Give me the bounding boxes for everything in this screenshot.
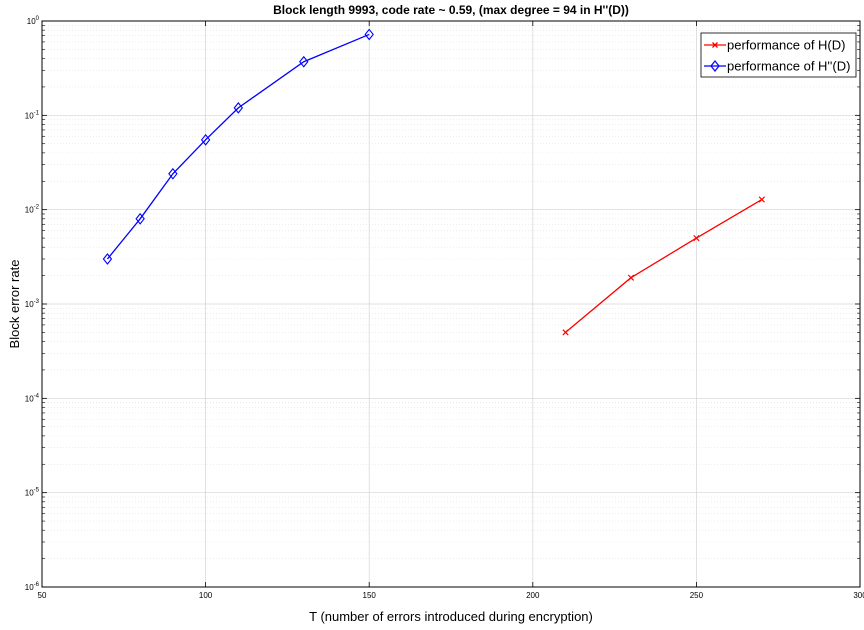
legend-label-h: performance of H(D) — [727, 38, 845, 53]
legend-marker-diamond — [710, 60, 720, 72]
legend-label-h2: performance of H''(D) — [727, 59, 850, 74]
y-axis-label: Block error rate — [7, 260, 22, 349]
legend-entry-h: performance of H(D) — [704, 38, 845, 53]
data-point-diamond — [200, 133, 211, 146]
data-point-diamond — [299, 55, 309, 68]
series-0 — [562, 196, 765, 336]
data-point-x — [562, 329, 569, 336]
y-tick-label: 10-6 — [25, 582, 40, 592]
series-1 — [102, 28, 374, 265]
y-tick-label: 10-5 — [25, 488, 40, 498]
y-tick-label: 10-1 — [25, 110, 40, 120]
x-tick-label: 300 — [853, 591, 864, 600]
legend-marker-x — [712, 42, 718, 48]
series-line — [106, 33, 370, 260]
series-group — [102, 28, 765, 336]
y-tick-label: 10-4 — [25, 393, 40, 403]
legend-box — [700, 32, 857, 78]
chart-title: Block length 9993, code rate ~ 0.59, (ma… — [273, 3, 629, 17]
legend-entry-h2: performance of H''(D) — [704, 59, 850, 74]
x-tick-label: 50 — [38, 591, 47, 600]
x-tick-label: 200 — [526, 591, 540, 600]
x-tick-label: 100 — [199, 591, 213, 600]
data-point-diamond — [102, 253, 113, 265]
data-point-diamond — [364, 28, 374, 41]
data-point-diamond — [168, 167, 178, 180]
data-point-x — [627, 274, 635, 281]
y-tick-label: 10-2 — [25, 205, 40, 215]
legend: performance of H(D) performance of H''(D… — [700, 32, 857, 78]
data-point-x — [693, 234, 700, 242]
series-line — [565, 198, 763, 333]
x-tick-label: 250 — [690, 591, 704, 600]
y-tick-label: 100 — [27, 16, 40, 26]
axes: 50 100 150 200 250 300 10-6 10-5 10-4 10-3 10-2 10-… — [25, 16, 864, 600]
data-point-x — [758, 196, 765, 203]
data-point-diamond — [135, 212, 145, 225]
x-axis-label: T (number of errors introduced during en… — [309, 609, 593, 624]
data-point-diamond — [233, 101, 244, 114]
x-tick-label: 150 — [363, 591, 377, 600]
y-tick-label: 10-3 — [25, 299, 40, 309]
